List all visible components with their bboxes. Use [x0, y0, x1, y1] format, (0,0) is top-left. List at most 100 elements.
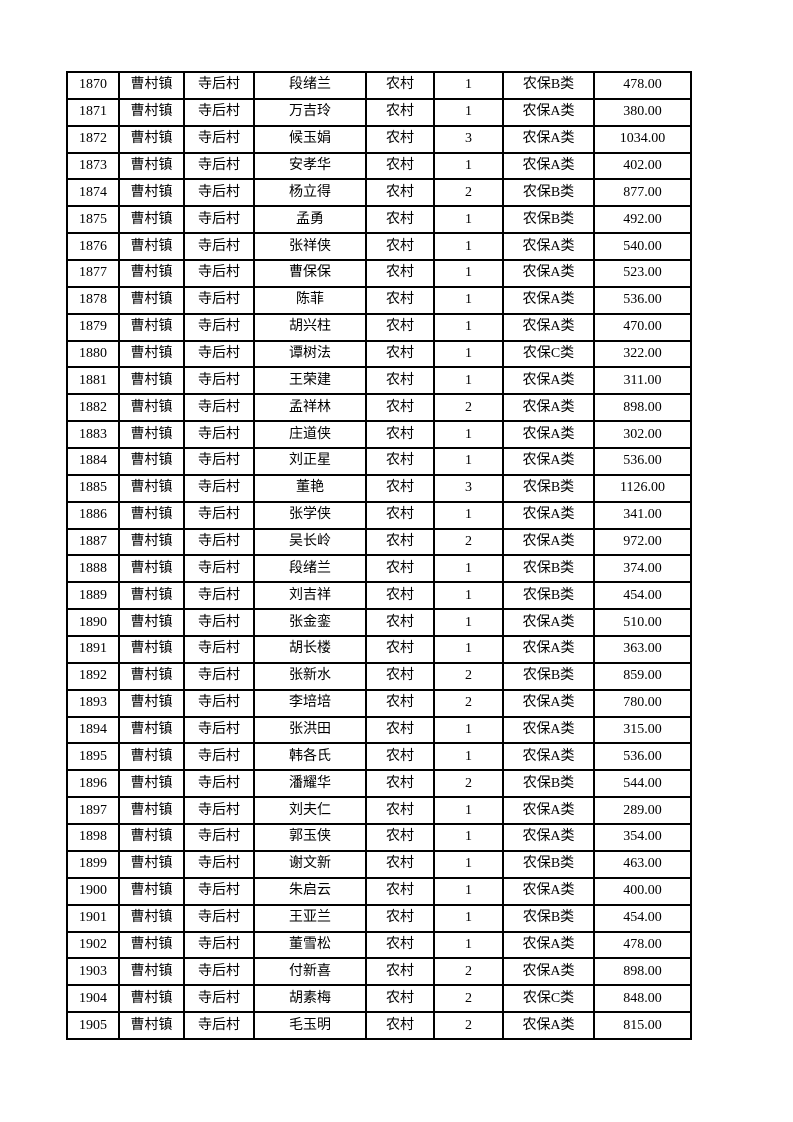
cell-category: 农保A类: [502, 312, 595, 342]
cell-category: 农保A类: [502, 796, 595, 826]
cell-village: 寺后村: [183, 420, 255, 450]
cell-name: 潘耀华: [253, 769, 367, 799]
cell-category: 农保A类: [502, 420, 595, 450]
cell-town: 曹村镇: [118, 903, 185, 933]
cell-amount: 523.00: [593, 259, 692, 288]
cell-category: 农保B类: [502, 178, 595, 208]
cell-amount: 536.00: [593, 285, 692, 315]
cell-amount: 492.00: [593, 205, 692, 235]
table-row: 1882 曹村镇 寺后村 孟祥林 农村 2 农保A类 898.00: [66, 393, 692, 423]
cell-count: 1: [433, 97, 504, 127]
cell-category: 农保C类: [502, 339, 595, 369]
cell-seq: 1883: [66, 420, 120, 450]
cell-seq: 1874: [66, 178, 120, 208]
table-row: 1877 曹村镇 寺后村 曹保保 农村 1 农保A类 523.00: [66, 259, 692, 288]
cell-amount: 1126.00: [593, 473, 692, 503]
cell-category: 农保A类: [502, 285, 595, 315]
table-row: 1874 曹村镇 寺后村 杨立得 农村 2 农保B类 877.00: [66, 178, 692, 208]
cell-category: 农保B类: [502, 71, 595, 100]
records-table: 1870 曹村镇 寺后村 段绪兰 农村 1 农保B类 478.00 1871 曹村镇 寺后村 万吉玲农…: [66, 71, 692, 1040]
cell-residence: 农村: [365, 393, 435, 423]
cell-village: 寺后村: [183, 984, 255, 1014]
cell-name: 谭树法: [253, 339, 367, 369]
cell-residence: 农村: [365, 796, 435, 826]
cell-name: 孟勇: [253, 205, 367, 235]
cell-town: 曹村镇: [118, 930, 185, 960]
cell-residence: 农村: [365, 447, 435, 476]
cell-seq: 1878: [66, 285, 120, 315]
cell-seq: 1896: [66, 769, 120, 799]
table-row: 1889 曹村镇 寺后村 刘吉祥 农村 1 农保B类 454.00: [66, 581, 692, 611]
cell-seq: 1895: [66, 742, 120, 772]
cell-name: 董艳: [253, 473, 367, 503]
cell-name: 董雪松: [253, 930, 367, 960]
cell-town: 曹村镇: [118, 742, 185, 772]
cell-town: 曹村镇: [118, 635, 185, 664]
table-row: 1895 曹村镇 寺后村 韩各氏 农村 1 农保A类 536.00: [66, 742, 692, 772]
cell-count: 1: [433, 151, 504, 181]
cell-category: 农保A类: [502, 715, 595, 745]
cell-seq: 1902: [66, 930, 120, 960]
cell-seq: 1871: [66, 97, 120, 127]
cell-count: 1: [433, 447, 504, 476]
cell-count: 1: [433, 715, 504, 745]
cell-seq: 1904: [66, 984, 120, 1014]
cell-amount: 454.00: [593, 581, 692, 611]
table-row: 1905 曹村镇 寺后村 毛玉明 农村 2 农保A类 815.00: [66, 1011, 692, 1040]
cell-count: 1: [433, 608, 504, 638]
cell-seq: 1870: [66, 71, 120, 100]
cell-amount: 315.00: [593, 715, 692, 745]
cell-category: 农保C类: [502, 984, 595, 1014]
cell-seq: 1884: [66, 447, 120, 476]
cell-category: 农保B类: [502, 581, 595, 611]
table-row: 1888 曹村镇 寺后村 段绪兰 农村 1 农保B类 374.00: [66, 554, 692, 584]
cell-amount: 478.00: [593, 930, 692, 960]
cell-category: 农保A类: [502, 742, 595, 772]
cell-village: 寺后村: [183, 178, 255, 208]
cell-count: 2: [433, 688, 504, 718]
cell-seq: 1882: [66, 393, 120, 423]
cell-village: 寺后村: [183, 393, 255, 423]
cell-village: 寺后村: [183, 930, 255, 960]
table-row: 1894 曹村镇 寺后村 张洪田 农村 1 农保A类 315.00: [66, 715, 692, 745]
cell-village: 寺后村: [183, 876, 255, 906]
table-row: 1876 曹村镇 寺后村 张祥侠 农村 1 农保A类 540.00: [66, 232, 692, 262]
table-row: 1879 曹村镇 寺后村 胡兴柱 农村 1 农保A类 470.00: [66, 312, 692, 342]
cell-count: 1: [433, 205, 504, 235]
cell-village: 寺后村: [183, 688, 255, 718]
cell-name: 孟祥林: [253, 393, 367, 423]
cell-seq: 1899: [66, 849, 120, 879]
cell-name: 刘夫仁: [253, 796, 367, 826]
cell-name: 张学侠: [253, 500, 367, 530]
cell-count: 1: [433, 930, 504, 960]
cell-count: 1: [433, 796, 504, 826]
cell-count: 1: [433, 876, 504, 906]
cell-seq: 1873: [66, 151, 120, 181]
table-row: 1891 曹村镇 寺后村 胡长楼 农村 1 农保A类 363.00: [66, 635, 692, 664]
cell-category: 农保B类: [502, 473, 595, 503]
cell-name: 郭玉侠: [253, 823, 367, 852]
cell-town: 曹村镇: [118, 581, 185, 611]
cell-seq: 1877: [66, 259, 120, 288]
cell-town: 曹村镇: [118, 527, 185, 557]
cell-amount: 400.00: [593, 876, 692, 906]
cell-name: 庄道侠: [253, 420, 367, 450]
cell-town: 曹村镇: [118, 473, 185, 503]
cell-amount: 536.00: [593, 447, 692, 476]
cell-amount: 380.00: [593, 97, 692, 127]
cell-category: 农保A类: [502, 151, 595, 181]
cell-town: 曹村镇: [118, 823, 185, 852]
cell-seq: 1892: [66, 661, 120, 691]
cell-residence: 农村: [365, 259, 435, 288]
cell-seq: 1889: [66, 581, 120, 611]
cell-amount: 877.00: [593, 178, 692, 208]
cell-residence: 农村: [365, 957, 435, 987]
table-row: 1900 曹村镇 寺后村 朱启云 农村 1 农保A类 400.00: [66, 876, 692, 906]
cell-village: 寺后村: [183, 447, 255, 476]
cell-seq: 1891: [66, 635, 120, 664]
cell-category: 农保B类: [502, 849, 595, 879]
cell-residence: 农村: [365, 823, 435, 852]
cell-count: 1: [433, 366, 504, 396]
cell-name: 张新水: [253, 661, 367, 691]
